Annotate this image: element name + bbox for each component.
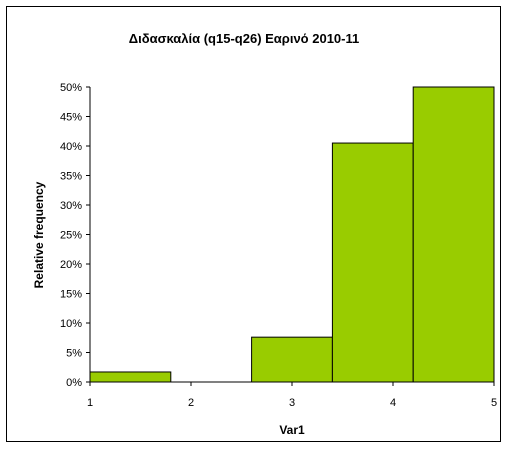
x-tick-label: 4	[390, 397, 396, 409]
y-axis-title: Relative frequency	[32, 181, 46, 288]
x-axis-title: Var1	[279, 423, 305, 437]
y-tick-label: 5%	[66, 348, 82, 360]
y-tick-label: 50%	[60, 82, 82, 94]
y-tick-label: 0%	[66, 377, 82, 389]
x-tick-label: 2	[188, 397, 194, 409]
y-tick-label: 40%	[60, 141, 82, 153]
x-tick-label: 3	[289, 397, 295, 409]
chart-area: Διδασκαλία (q15-q26) Εαρινό 2010-11 0% 5%…	[6, 6, 501, 442]
histogram-chart: Διδασκαλία (q15-q26) Εαρινό 2010-11 0% 5%…	[32, 31, 497, 437]
y-tick-label: 45%	[60, 112, 82, 124]
y-tick-label: 30%	[60, 200, 82, 212]
y-tick-label: 35%	[60, 171, 82, 183]
x-tick-label: 5	[491, 397, 497, 409]
histogram-bar	[412, 86, 495, 383]
histogram-bar	[89, 371, 172, 383]
x-tick-label: 1	[87, 397, 93, 409]
y-tick-label: 20%	[60, 259, 82, 271]
y-tick-label: 15%	[60, 289, 82, 301]
histogram-bar	[251, 336, 333, 383]
histogram-bar	[331, 142, 414, 383]
y-tick-label: 10%	[60, 318, 82, 330]
y-tick-label: 25%	[60, 230, 82, 242]
chart-title: Διδασκαλία (q15-q26) Εαρινό 2010-11	[129, 31, 359, 46]
